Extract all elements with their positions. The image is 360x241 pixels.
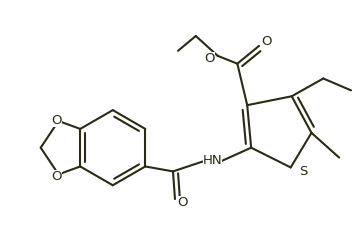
Text: S: S (300, 165, 308, 178)
Text: O: O (51, 170, 62, 183)
Text: O: O (51, 114, 62, 127)
Text: HN: HN (203, 154, 222, 167)
Text: O: O (262, 35, 272, 48)
Text: O: O (204, 52, 215, 65)
Text: O: O (177, 195, 188, 208)
